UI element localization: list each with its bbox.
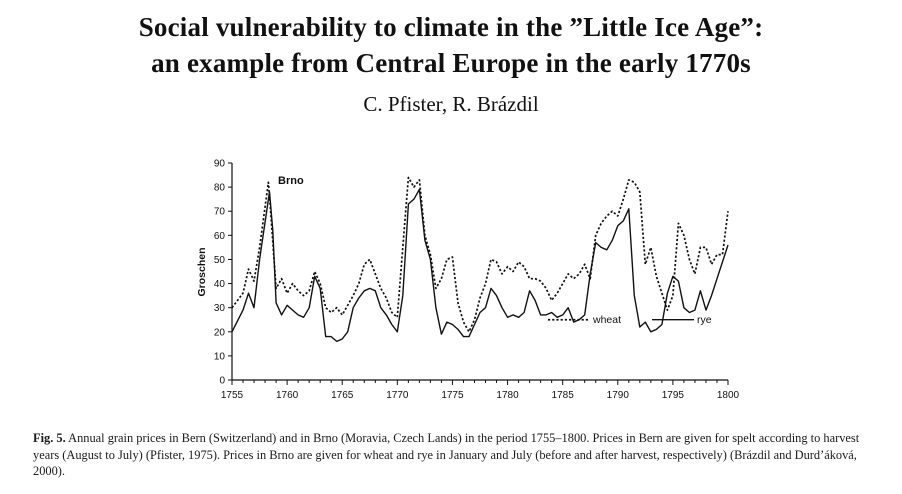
x-tick-label: 1760	[276, 390, 299, 401]
y-tick-label: 70	[214, 207, 226, 218]
x-tick-label: 1755	[221, 390, 244, 401]
x-tick-label: 1775	[441, 390, 464, 401]
x-tick-label: 1785	[552, 390, 575, 401]
x-tick-label: 1770	[386, 390, 409, 401]
x-tick-label: 1780	[496, 390, 519, 401]
paper-authors: C. Pfister, R. Brázdil	[363, 92, 539, 116]
paper-title-line-2: an example from Central Europe in the ea…	[151, 48, 751, 78]
y-tick-label: 80	[214, 183, 226, 194]
y-tick-label: 90	[214, 159, 226, 170]
x-tick-label: 1790	[607, 390, 630, 401]
chart-series	[231, 176, 729, 343]
figure-caption: Fig. 5. Annual grain prices in Bern (Swi…	[33, 430, 883, 480]
chart-title: Brno	[278, 175, 304, 187]
grain-price-chart: 0 10 20 30 40 50 60 70 80 90 1755 1760 1765 1770 1775 1…	[196, 159, 740, 402]
x-tick-label: 1800	[717, 390, 740, 401]
y-tick-label: 60	[214, 231, 226, 242]
series-line-wheat	[231, 176, 729, 333]
legend-label-wheat: wheat	[592, 314, 621, 326]
y-tick-label: 40	[214, 279, 226, 290]
y-tick-label: 20	[214, 327, 226, 338]
chart-axes: 0 10 20 30 40 50 60 70 80 90 1755 1760 1765 1770 1775 1…	[214, 159, 740, 402]
y-tick-label: 10	[214, 351, 226, 362]
legend-label-rye: rye	[697, 314, 712, 326]
figure-label: Fig. 5.	[33, 431, 66, 445]
paper-title-line-1: Social vulnerability to climate in the ”…	[138, 12, 764, 42]
y-tick-label: 0	[219, 376, 225, 387]
x-tick-label: 1765	[331, 390, 354, 401]
chart-legend: wheat rye	[548, 314, 712, 326]
x-tick-label: 1795	[662, 390, 685, 401]
series-line-rye	[231, 188, 729, 343]
y-tick-label: 50	[214, 255, 226, 266]
y-axis-label: Groschen	[196, 247, 208, 296]
y-tick-label: 30	[214, 303, 226, 314]
figure-caption-text: Annual grain prices in Bern (Switzerland…	[33, 431, 860, 478]
